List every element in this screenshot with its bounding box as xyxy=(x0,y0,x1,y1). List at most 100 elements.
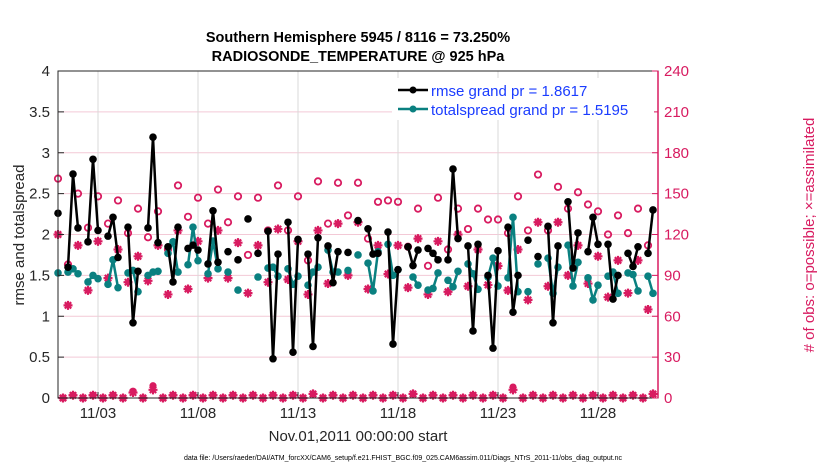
obs-possible-point xyxy=(173,181,183,190)
obs-assimilated-point xyxy=(103,273,113,283)
obs-offhour-assimilated-point xyxy=(208,390,218,400)
totalspread-point xyxy=(569,282,577,290)
obs-assimilated-point xyxy=(283,274,293,284)
rmse-point xyxy=(449,165,457,173)
y-axis-label: rmse and totalspread xyxy=(11,165,28,306)
obs-possible-point xyxy=(193,193,203,202)
totalspread-point xyxy=(629,270,637,279)
rmse-point xyxy=(474,240,482,249)
obs-possible-point xyxy=(433,193,443,202)
totalspread-point xyxy=(269,263,277,272)
rmse-point xyxy=(244,215,252,223)
obs-possible-point xyxy=(413,204,423,213)
obs-assimilated-point xyxy=(533,217,543,227)
obs-assimilated-point xyxy=(83,285,93,295)
rmse-point xyxy=(364,224,372,233)
totalspread-point xyxy=(584,274,592,282)
y-right-tick-label: 60 xyxy=(664,308,681,325)
y-right-tick-label: 180 xyxy=(664,145,689,162)
obs-possible-point xyxy=(553,182,563,191)
obs-assimilated-point xyxy=(503,285,513,295)
rmse-point xyxy=(644,249,652,258)
obs-assimilated-point xyxy=(393,240,403,250)
rmse-point xyxy=(409,261,417,270)
obs-possible-point xyxy=(393,197,403,206)
obs-possible-point xyxy=(153,207,163,216)
obs-possible-point xyxy=(183,212,193,221)
obs-possible-point xyxy=(493,215,503,224)
rmse-point xyxy=(414,246,422,254)
totalspread-point xyxy=(644,272,652,280)
obs-assimilated-point xyxy=(303,289,313,299)
rmse-point xyxy=(144,224,152,232)
x-tick-label: 11/18 xyxy=(380,405,416,422)
obs-assimilated-point xyxy=(213,225,223,235)
rmse-point xyxy=(634,242,642,251)
obs-assimilated-point xyxy=(73,240,83,250)
obs-possible-point xyxy=(603,230,613,239)
totalspread-point xyxy=(449,283,457,291)
obs-assimilated-point xyxy=(163,289,173,299)
obs-possible-point xyxy=(373,197,383,206)
rmse-point xyxy=(549,318,557,327)
obs-offhour-assimilated-point xyxy=(508,385,518,395)
obs-possible-point xyxy=(243,250,253,260)
obs-assimilated-point xyxy=(403,283,413,293)
rmse-point xyxy=(329,278,337,287)
legend-spread-label: totalspread grand pr = 1.5195 xyxy=(431,102,628,119)
rmse-point xyxy=(384,228,392,236)
obs-assimilated-point xyxy=(343,270,353,280)
obs-assimilated-point xyxy=(233,238,243,248)
obs-possible-point xyxy=(383,196,393,205)
y-right-tick-label: 210 xyxy=(664,104,689,121)
obs-possible-point xyxy=(233,192,243,201)
obs-offhour-assimilated-point xyxy=(588,390,598,400)
totalspread-point xyxy=(104,280,112,289)
rmse-point xyxy=(649,206,657,214)
obs-possible-point xyxy=(513,192,523,201)
obs-offhour-assimilated-point xyxy=(428,390,438,400)
rmse-point xyxy=(284,218,292,227)
rmse-point xyxy=(504,223,512,231)
rmse-point xyxy=(344,248,352,257)
legend-spread-marker xyxy=(409,105,417,113)
obs-offhour-assimilated-point xyxy=(308,389,318,399)
rmse-point xyxy=(394,265,402,274)
rmse-point xyxy=(594,240,602,249)
rmse-point xyxy=(89,155,97,164)
rmse-point xyxy=(374,249,382,258)
totalspread-point xyxy=(204,269,212,278)
obs-possible-point xyxy=(253,193,263,202)
totalspread-point xyxy=(634,287,642,295)
obs-offhour-assimilated-point xyxy=(68,390,78,400)
obs-assimilated-point xyxy=(423,289,433,299)
rmse-point xyxy=(234,256,242,264)
rmse-point xyxy=(124,223,132,231)
obs-assimilated-point xyxy=(333,219,343,229)
obs-possible-point xyxy=(613,211,623,220)
rmse-point xyxy=(569,264,577,272)
totalspread-point xyxy=(444,276,452,285)
rmse-point xyxy=(614,271,622,280)
y-tick-label: 4 xyxy=(42,63,50,80)
rmse-line xyxy=(486,250,500,349)
obs-assimilated-point xyxy=(573,240,583,250)
rmse-point xyxy=(64,263,72,272)
totalspread-point xyxy=(234,286,242,294)
rmse-point xyxy=(334,247,342,256)
obs-offhour-assimilated-point xyxy=(188,390,198,400)
obs-assimilated-point xyxy=(203,273,213,283)
rmse-point xyxy=(289,348,297,357)
rmse-point xyxy=(494,247,502,255)
y-tick-label: 0 xyxy=(42,390,50,407)
totalspread-point xyxy=(154,267,162,276)
rmse-point xyxy=(354,216,362,225)
rmse-point xyxy=(324,242,332,250)
x-tick-label: 11/23 xyxy=(480,405,516,422)
obs-assimilated-point xyxy=(593,251,603,261)
obs-possible-point xyxy=(463,224,473,234)
rmse-point xyxy=(194,246,202,254)
chart-title: Southern Hemisphere 5945 / 8116 = 73.250… xyxy=(206,30,510,46)
y-right-tick-label: 0 xyxy=(664,390,672,407)
y-right-tick-label: 240 xyxy=(664,63,689,80)
